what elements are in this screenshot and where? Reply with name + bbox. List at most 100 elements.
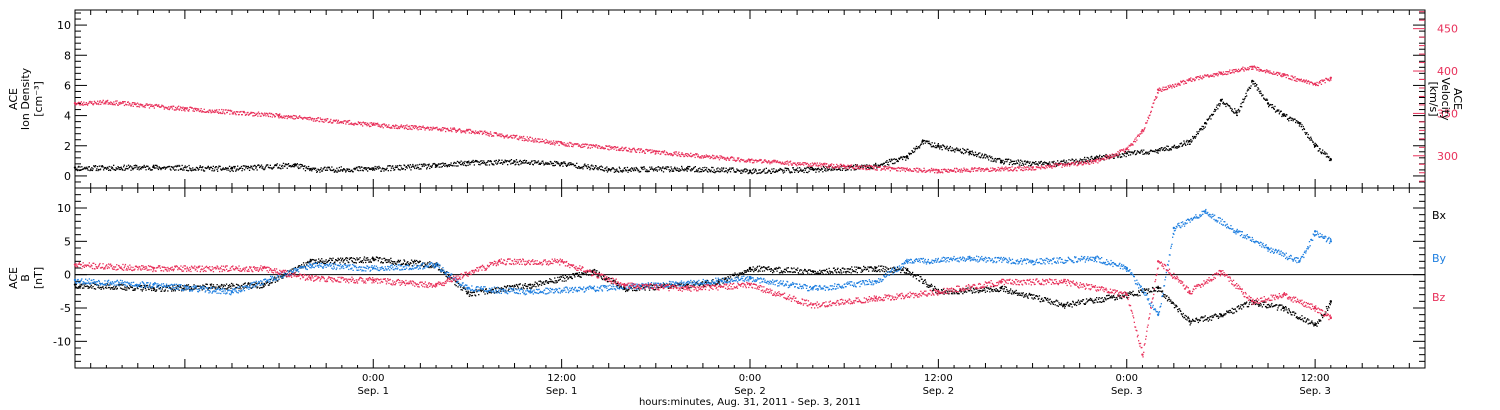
data-point (242, 111, 245, 114)
data-point (829, 168, 831, 170)
data-point (348, 123, 350, 125)
data-point (959, 168, 961, 171)
data-point (1037, 163, 1039, 165)
data-point (498, 287, 501, 290)
y-tick-label: 0 (64, 269, 71, 282)
data-point (1157, 152, 1159, 154)
data-point (291, 116, 293, 118)
data-point (705, 169, 707, 171)
data-point (279, 164, 281, 166)
data-point (471, 130, 473, 133)
data-point (334, 120, 336, 122)
data-point (1316, 81, 1318, 84)
data-point (255, 167, 257, 169)
data-point (504, 286, 506, 288)
data-point (882, 163, 884, 165)
data-point (681, 152, 683, 154)
data-point (824, 162, 826, 164)
data-point (86, 285, 89, 287)
data-point (754, 170, 756, 172)
data-point (1132, 144, 1134, 146)
data-point (910, 170, 913, 172)
data-point (282, 277, 284, 279)
data-point (602, 169, 604, 171)
data-point (213, 169, 216, 171)
data-point (816, 164, 818, 166)
data-point (1240, 68, 1242, 71)
data-point (291, 164, 293, 167)
data-point (164, 289, 166, 291)
data-point (1180, 142, 1182, 144)
data-point (1101, 156, 1103, 158)
data-point (1160, 148, 1162, 150)
data-point (762, 169, 764, 171)
data-point (367, 257, 369, 259)
data-point (803, 162, 805, 164)
data-point (679, 170, 681, 172)
data-point (1089, 158, 1091, 161)
data-point (80, 283, 82, 285)
data-point (734, 171, 737, 173)
data-point (1265, 99, 1267, 101)
data-point (1295, 80, 1297, 82)
data-point (1281, 73, 1284, 75)
data-point (1296, 122, 1299, 124)
data-point (955, 148, 957, 150)
data-point (134, 288, 137, 290)
data-point (368, 124, 370, 126)
data-point (171, 108, 174, 110)
data-point (177, 169, 180, 171)
data-point (343, 120, 346, 122)
data-point (716, 170, 718, 172)
data-point (1231, 108, 1233, 110)
data-point (424, 262, 426, 264)
data-point (639, 151, 641, 154)
data-point (614, 169, 616, 171)
data-point (362, 125, 364, 127)
data-point (257, 115, 259, 117)
data-point (1076, 165, 1078, 167)
data-point (705, 156, 707, 158)
data-point (414, 167, 416, 170)
data-point (1214, 110, 1216, 112)
data-point (984, 153, 986, 155)
y-tick-label: 0 (64, 170, 71, 183)
data-point (210, 166, 213, 169)
data-point (1293, 118, 1295, 120)
data-point (542, 281, 545, 283)
data-point (320, 118, 323, 121)
data-point (262, 113, 264, 115)
data-point (1212, 113, 1215, 116)
data-point (758, 160, 760, 162)
data-point (501, 159, 503, 161)
data-point (631, 149, 633, 151)
data-point (1281, 115, 1283, 118)
data-point (690, 170, 692, 172)
data-point (1285, 115, 1287, 117)
data-point (832, 169, 834, 171)
data-point (694, 166, 696, 168)
data-point (1224, 103, 1226, 105)
data-point (358, 170, 360, 172)
data-point (1118, 154, 1120, 156)
data-point (772, 170, 774, 172)
data-point (493, 132, 495, 134)
data-point (1328, 159, 1331, 162)
data-point (963, 167, 965, 169)
data-point (466, 129, 469, 132)
data-point (1075, 158, 1077, 161)
data-point (278, 117, 280, 119)
data-point (874, 169, 876, 171)
data-point (1320, 80, 1322, 82)
data-point (1214, 73, 1216, 75)
data-point (1134, 150, 1136, 152)
data-point (711, 171, 713, 173)
data-point (537, 160, 540, 162)
data-point (1055, 162, 1057, 164)
data-point (185, 107, 187, 109)
data-point (814, 162, 816, 164)
y-tick-label: 2 (64, 140, 71, 153)
data-point (970, 150, 972, 153)
data-point (875, 162, 877, 165)
data-point (190, 288, 192, 290)
